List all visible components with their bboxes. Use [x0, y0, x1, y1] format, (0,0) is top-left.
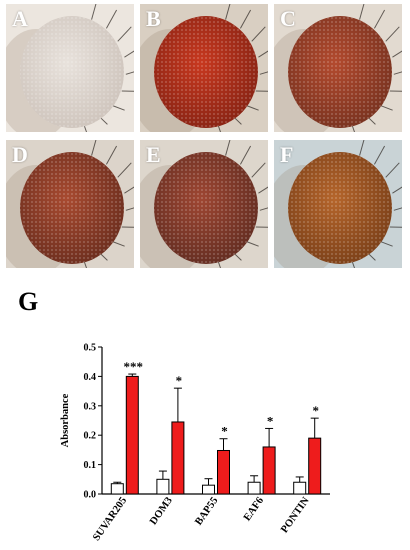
control-bar-bap55: [202, 484, 215, 495]
panel-label-f: F: [280, 142, 294, 167]
control-bar-suvar205: [110, 483, 124, 495]
significance-marker: ***: [124, 359, 144, 374]
eye-photo-c: C: [274, 4, 402, 132]
eye-photo-b: B: [140, 4, 268, 132]
y-tick-label: 0.2: [84, 431, 97, 442]
treated-bar-pontin: [308, 437, 322, 495]
significance-marker: *: [221, 424, 228, 439]
category-label-dom3: DOM3: [148, 495, 175, 527]
y-tick-label: 0.5: [84, 343, 97, 354]
panel-label-a: A: [12, 6, 28, 31]
control-bar-pontin: [293, 481, 307, 495]
absorbance-bar-chart: 0.00.10.20.30.40.5Absorbance***SUVAR205*…: [60, 343, 330, 543]
treated-bar-bap55: [217, 449, 230, 495]
significance-marker: *: [267, 413, 274, 428]
fly-eye-image-e: [140, 140, 268, 268]
y-tick-label: 0.1: [84, 460, 97, 471]
category-label-pontin: PONTIN: [279, 495, 312, 535]
y-axis-title: Absorbance: [60, 393, 71, 447]
treated-bar-suvar205: [125, 375, 139, 495]
fly-eye-image-a: [6, 4, 134, 132]
control-bar-eaf6: [247, 481, 261, 495]
eye-photo-f: F: [274, 140, 402, 268]
panel-label-e: E: [146, 142, 161, 167]
y-tick-label: 0.3: [84, 401, 97, 412]
y-tick-label: 0.4: [84, 372, 97, 383]
control-bar-dom3: [156, 478, 170, 495]
category-label-suvar205: SUVAR205: [91, 495, 129, 543]
fly-eye-image-d: [6, 140, 134, 268]
eye-photo-a: A: [6, 4, 134, 132]
eye-photo-e: E: [140, 140, 268, 268]
panel-label-b: B: [146, 6, 161, 31]
y-tick-label: 0.0: [84, 490, 97, 501]
category-label-eaf6: EAF6: [242, 495, 266, 523]
panel-label-g: G: [18, 287, 39, 316]
fly-eye-image-f: [274, 140, 402, 268]
panel-label-d: D: [12, 142, 28, 167]
fly-eye-image-b: [140, 4, 268, 132]
eye-photo-d: D: [6, 140, 134, 268]
significance-marker: *: [176, 373, 183, 388]
treated-bar-eaf6: [262, 446, 276, 495]
fly-eye-image-c: [274, 4, 402, 132]
category-label-bap55: BAP55: [193, 495, 220, 527]
panel-label-c: C: [280, 6, 296, 31]
treated-bar-dom3: [171, 421, 185, 495]
significance-marker: *: [312, 403, 319, 418]
